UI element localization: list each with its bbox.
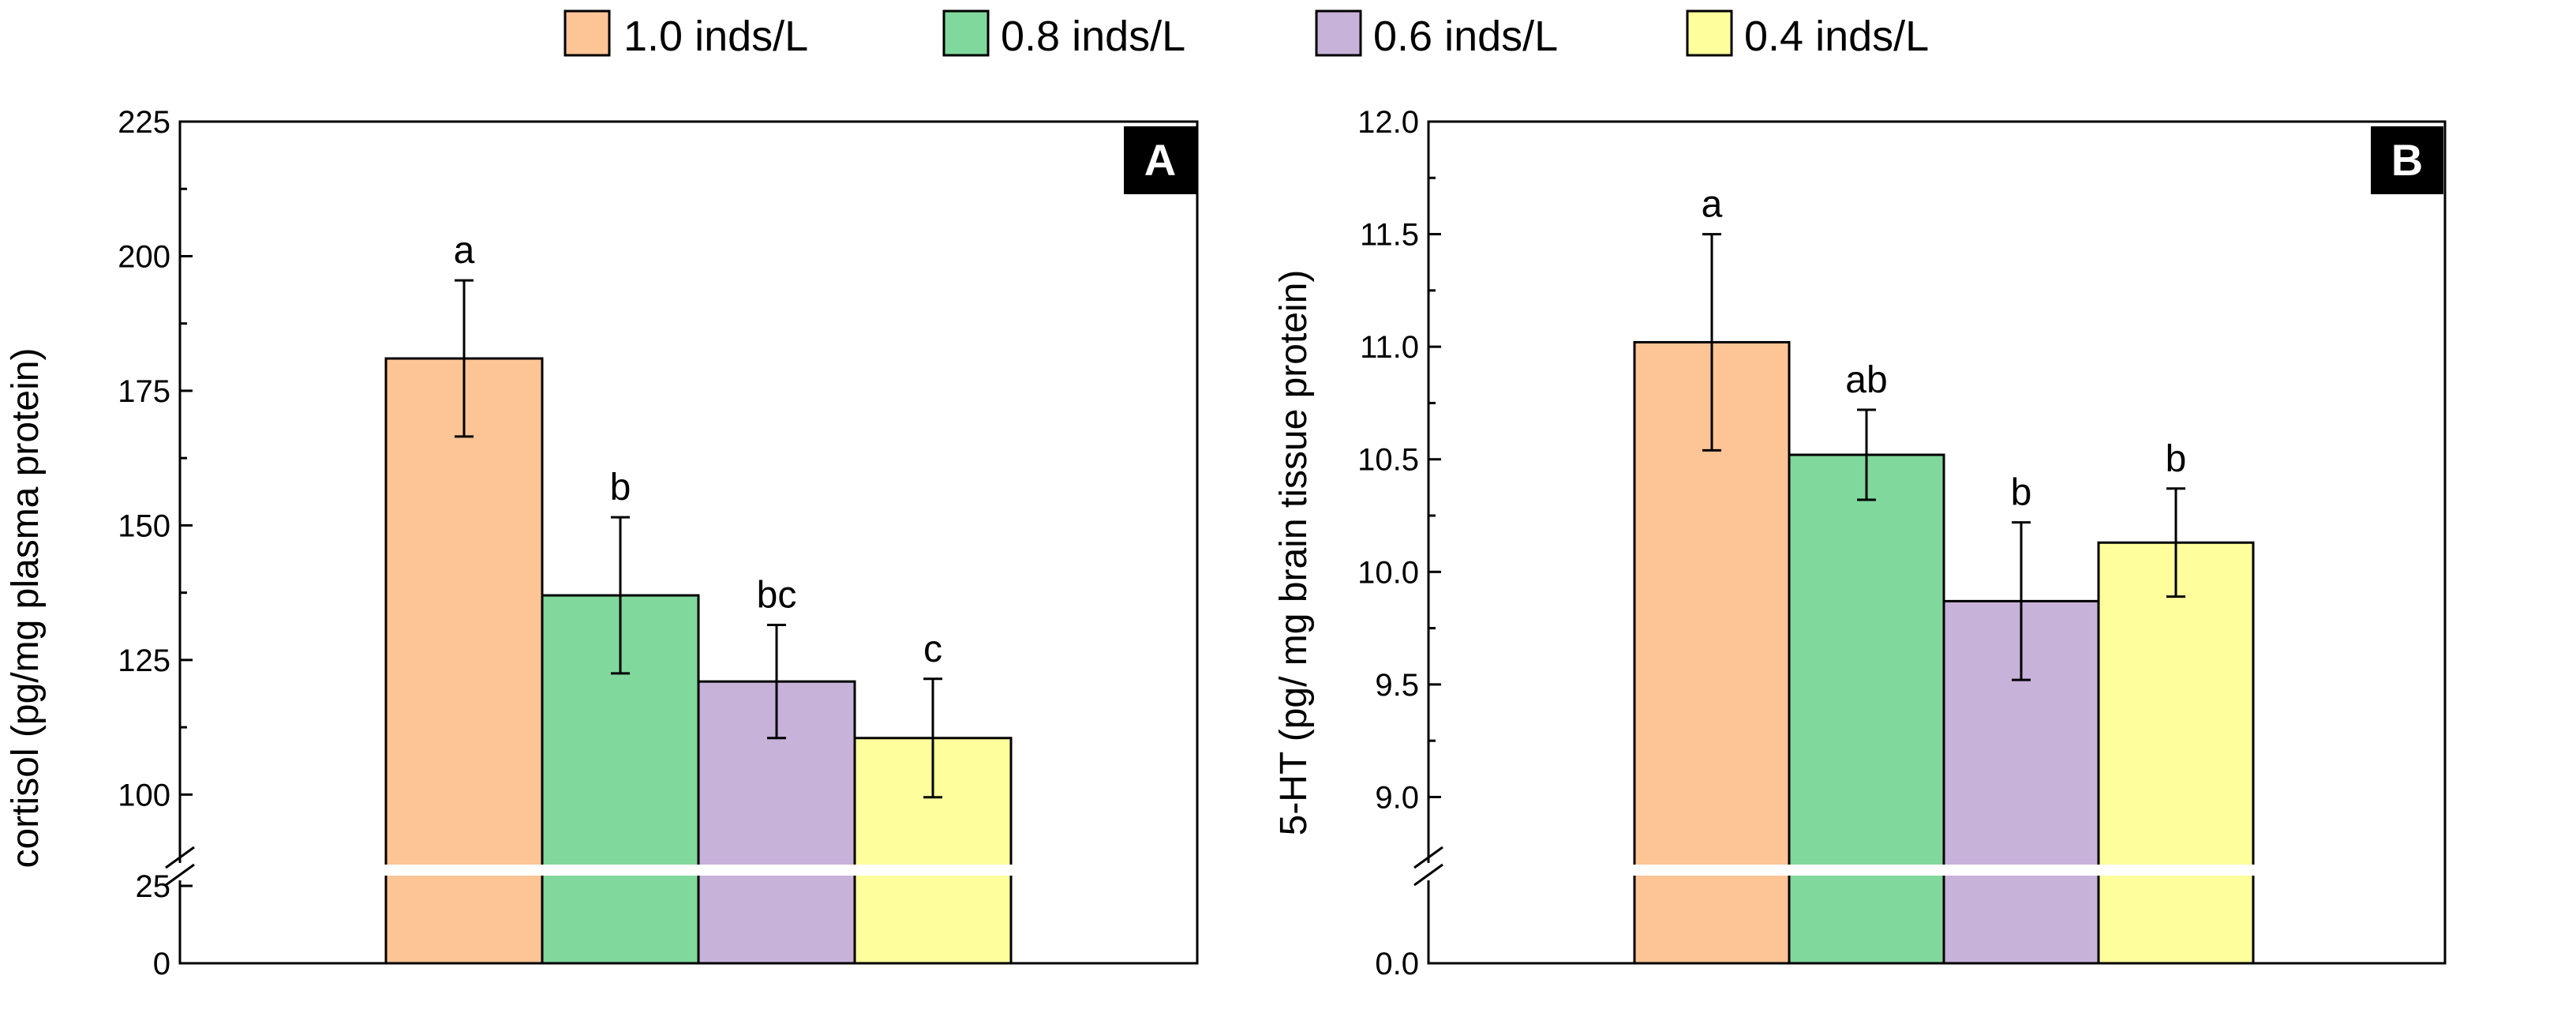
panel-a-chart: cortisol (pg/mg plasma protein) a b bc c 0 2…	[5, 105, 1199, 981]
panel-b-axis-break	[1413, 846, 2258, 887]
panel-b-bar-2	[1788, 453, 1945, 965]
panel-b-break-band	[1630, 865, 2258, 876]
panel-a-significance-4: c	[923, 628, 942, 670]
panel-b-tick-label-7: 11.5	[1360, 218, 1419, 253]
legend-swatch-2	[942, 9, 990, 57]
panel-a-tick-label-6: 175	[118, 374, 170, 409]
panel-b-tick-label-2: 9.0	[1375, 780, 1419, 815]
panel-b-break-gap	[1425, 863, 1432, 880]
panel-b-chart: 5-HT (pg/ mg brain tissue protein) a ab b b…	[1273, 105, 2447, 981]
legend-label-2: 0.8 inds/L	[1001, 13, 1185, 60]
panel-b-significance-2: ab	[1845, 359, 1887, 401]
panel-b-tick-label-5: 10.5	[1357, 443, 1419, 478]
panel-a-error-bar-4	[923, 677, 942, 799]
panel-b-error-bar-2	[1857, 408, 1876, 501]
panel-b-break-slash-1	[1413, 846, 1443, 869]
panel-b-break-slash-2	[1413, 863, 1443, 887]
panel-a-break-band	[381, 865, 1016, 876]
panel-a-y-axis-title: cortisol (pg/mg plasma protein)	[5, 348, 47, 869]
panel-a-error-bar-2	[611, 516, 630, 675]
panel-a-tick-label-3: 100	[118, 778, 170, 812]
panel-b-y-ticks: 0.0 9.0 9.5 10.0 10.5 11.0 11.5 12.0	[1357, 105, 1441, 981]
legend-label-1: 1.0 inds/L	[623, 13, 808, 60]
panel-a-break-slash-2	[165, 863, 195, 887]
panel-b-significance-1: a	[1702, 184, 1723, 226]
panel-b-error-bar-3	[2012, 521, 2031, 681]
panel-b-label: B	[2391, 135, 2423, 185]
panel-b-tick-label-6: 11.0	[1360, 330, 1419, 365]
panel-b-significance-3: b	[2011, 472, 2032, 514]
panel-a-significance-labels: a b bc c	[454, 230, 942, 670]
panel-a-break-gap	[177, 863, 183, 880]
panel-b-error-bars	[1702, 233, 2185, 681]
panel-a-error-bars	[455, 279, 942, 799]
panel-b-tick-label-4: 10.0	[1357, 555, 1419, 590]
legend-label-4: 0.4 inds/L	[1744, 13, 1929, 60]
panel-b-y-axis-title: 5-HT (pg/ mg brain tissue protein)	[1273, 270, 1315, 836]
panel-a-label-box	[1124, 126, 1196, 194]
panel-b-tick-label-8: 12.0	[1357, 105, 1419, 140]
panel-a-tick-label-4: 125	[118, 643, 170, 678]
panel-a-tick-label-7: 200	[118, 239, 170, 274]
panel-b-label-box	[2371, 126, 2443, 194]
panel-a-plot-frame	[178, 120, 1199, 965]
panel-a-tick-label-5: 150	[118, 508, 170, 543]
panel-b-error-bar-1	[1702, 233, 1721, 452]
panel-b-significance-4: b	[2166, 438, 2187, 480]
legend-label-3: 0.6 inds/L	[1373, 13, 1558, 60]
panel-a-label: A	[1144, 135, 1176, 185]
panel-a-y-ticks: 0 25 100 125 150 175 200 225	[118, 105, 193, 981]
panel-a-significance-1: a	[454, 230, 475, 272]
panel-b-bar-4	[2097, 541, 2255, 965]
legend: 1.0 inds/L 0.8 inds/L 0.6 inds/L 0.4 ind…	[564, 9, 1929, 60]
legend-swatch-1	[564, 9, 611, 57]
panel-b-tick-label-1: 0.0	[1375, 947, 1419, 981]
panel-a-significance-2: b	[610, 467, 631, 508]
panel-a-axis-break	[165, 846, 1016, 887]
legend-swatch-3	[1315, 9, 1362, 57]
panel-a-tick-label-1: 0	[153, 947, 170, 981]
panel-a-tick-label-8: 225	[118, 105, 170, 140]
legend-swatch-4	[1686, 9, 1733, 57]
panel-b-significance-labels: a ab b b	[1702, 184, 2187, 514]
panel-b-plot-frame	[1427, 120, 2447, 965]
panel-a-significance-3: bc	[757, 575, 797, 617]
panel-a-break-slash-1	[165, 846, 195, 869]
panel-a-tick-label-2: 25	[136, 869, 171, 904]
panel-b-error-bar-4	[2166, 487, 2185, 598]
panel-a-error-bar-3	[767, 624, 786, 740]
panel-b-tick-label-3: 9.5	[1375, 668, 1419, 703]
panel-a-error-bar-1	[455, 279, 474, 438]
panel-a-bar-1	[384, 357, 544, 965]
